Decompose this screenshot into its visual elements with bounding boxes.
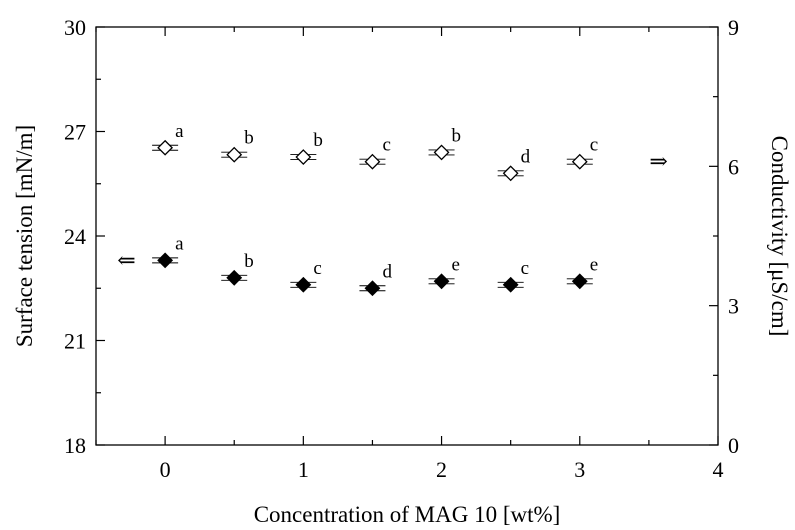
data-point [571, 153, 588, 170]
significance-letter: d [521, 146, 531, 167]
series-layer: a b c d e c e ⇐ a b b c b d c ⇒ [117, 121, 668, 297]
significance-letter: b [452, 125, 462, 146]
data-point [226, 146, 243, 163]
data-point [502, 276, 519, 293]
plot-frame [95, 26, 719, 446]
y-tick-label: 24 [64, 224, 86, 249]
significance-letter: c [313, 258, 321, 279]
y2-axis-label: Conductivity [μS/cm] [767, 136, 792, 337]
tick-labels: 0 1 2 3 4 18 21 24 27 30 0 3 6 9 [64, 15, 739, 482]
y-tick-label: 27 [64, 120, 86, 145]
data-point [295, 149, 312, 165]
x-axis-label: Concentration of MAG 10 [wt%] [254, 502, 561, 527]
x-tick-label: 4 [713, 457, 724, 482]
data-point [364, 280, 381, 297]
significance-letter: e [452, 254, 460, 275]
data-point [295, 276, 312, 293]
ticks [95, 26, 719, 446]
significance-letter: a [175, 121, 184, 142]
significance-letter: b [244, 128, 254, 149]
y2-tick-label: 9 [728, 15, 739, 40]
significance-letter: d [382, 261, 392, 282]
y2-tick-label: 0 [728, 433, 739, 458]
y2-tick-label: 3 [728, 294, 739, 319]
significance-letter: b [244, 251, 254, 272]
data-point [226, 269, 243, 286]
y-axis-label: Surface tension [mN/m] [12, 125, 37, 347]
significance-letter: c [590, 135, 598, 156]
x-tick-label: 2 [436, 457, 447, 482]
y-tick-label: 30 [64, 15, 86, 40]
series-arrow: ⇐ [117, 247, 135, 272]
data-point [433, 144, 450, 161]
significance-letter: e [590, 254, 598, 275]
data-point [571, 273, 588, 290]
significance-letter: c [521, 258, 529, 279]
series-arrow: ⇒ [649, 149, 667, 174]
x-tick-label: 3 [574, 457, 585, 482]
series-1: a b c d e c e ⇐ [117, 233, 598, 297]
significance-letter: b [313, 130, 323, 151]
y-tick-label: 21 [64, 329, 86, 354]
x-tick-label: 1 [298, 457, 309, 482]
data-point [157, 252, 174, 269]
x-tick-label: 0 [160, 457, 171, 482]
significance-letter: a [175, 233, 184, 254]
data-point [157, 139, 174, 156]
data-point [502, 165, 519, 182]
data-point [364, 153, 381, 170]
data-point [433, 273, 450, 290]
significance-letter: c [382, 135, 390, 156]
y-tick-label: 18 [64, 433, 86, 458]
series-2: a b b c b d c ⇒ [152, 121, 668, 182]
y2-tick-label: 6 [728, 154, 739, 179]
